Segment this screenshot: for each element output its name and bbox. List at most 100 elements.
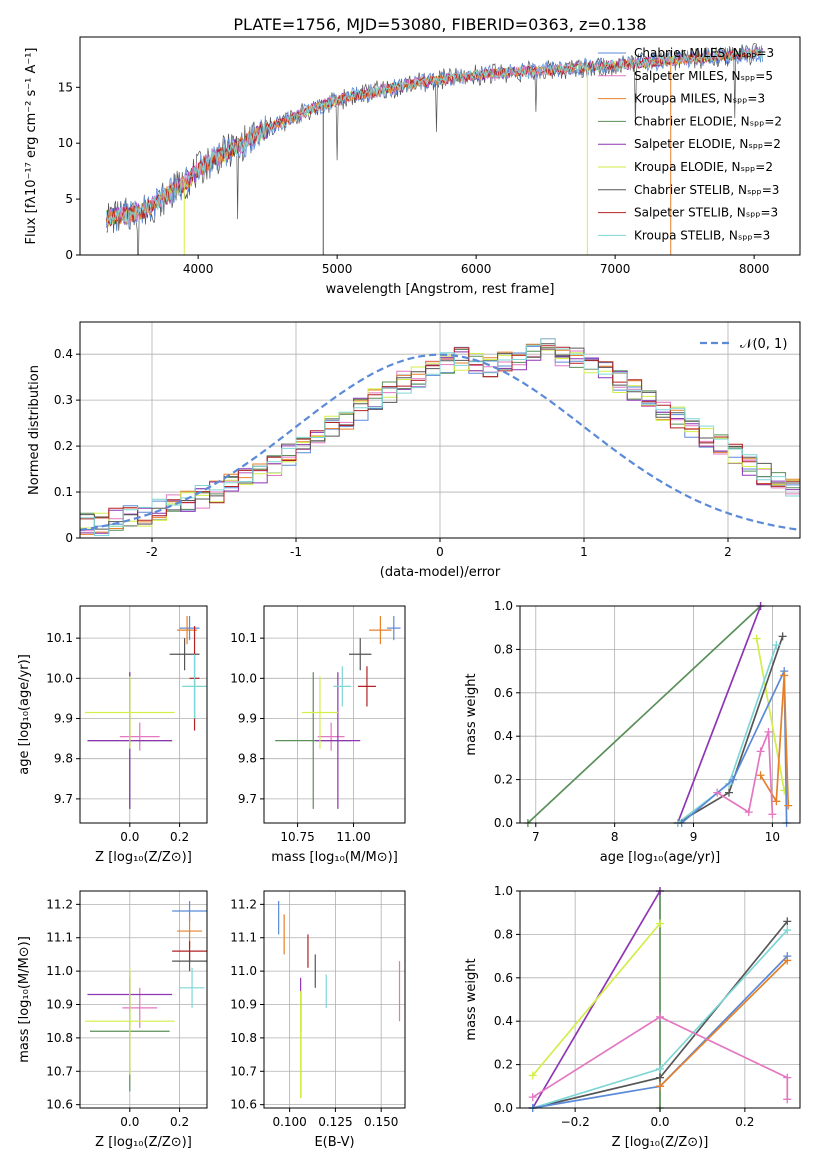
y-tick-label: 9.7 <box>54 792 73 806</box>
legend-label-chabrier_stelib: Chabrier STELIB, Nₛₚₚ=3 <box>634 183 779 197</box>
x-tick-label: 5000 <box>322 262 353 276</box>
weight-marker-chabrier_stelib <box>656 1073 664 1082</box>
axes-age_vs_Z: 0.0 0.2 9.7 9.8 9.9 10.0 10.1 Z [log₁₀(Z/Z⊙)] ag… <box>17 605 208 865</box>
spectrum-legend: Chabrier MILES, Nₛₚₚ=3 Salpeter MILES, Nₛ… <box>598 46 782 242</box>
x-tick-label: 0.2 <box>735 1115 754 1129</box>
x-axis-label: E(B-V) <box>314 1135 354 1150</box>
y-axis-label: mass weight <box>464 958 479 1040</box>
x-tick-label: 0.2 <box>170 1115 189 1129</box>
spectrum-line-salpeter_stelib <box>106 49 763 227</box>
x-axis-label: Z [log₁₀(Z/Z⊙)] <box>95 1135 192 1150</box>
spectrum-line-salpeter_miles <box>106 48 763 228</box>
weight-marker-salpeter_miles <box>744 808 753 817</box>
axes-mass_vs_Z: 0.0 0.2 10.6 10.7 10.8 10.9 11.0 11.1 11.2 Z [log… <box>17 890 208 1150</box>
y-axis-label: mass [log₁₀(M/M⊙)] <box>17 936 32 1063</box>
weight-marker-salpeter_miles <box>656 1012 664 1021</box>
y-tick-label: 0.3 <box>54 393 73 407</box>
figure-title: PLATE=1756, MJD=53080, FIBERID=0363, z=0… <box>233 15 646 34</box>
x-tick-label: 8000 <box>739 262 770 276</box>
hist-step-kroupa_stelib <box>80 338 800 536</box>
axes-weight_vs_age: 7 8 9 10 0.0 0.2 0.4 0.6 0.8 1.0 age [log₁₀(age/yr… <box>464 599 801 865</box>
y-tick-label: 0.6 <box>494 971 513 985</box>
x-tick-label: 0.2 <box>170 830 189 844</box>
axes-frame <box>263 890 406 1109</box>
y-tick-label: 11.1 <box>46 931 73 945</box>
x-axis-label: age [log₁₀(age/yr)] <box>600 850 721 865</box>
y-tick-label: 0.2 <box>494 1058 513 1072</box>
weight-marker-kroupa_miles <box>772 797 781 806</box>
y-tick-label: 0.4 <box>494 729 513 743</box>
weight-marker-kroupa_miles <box>780 671 789 680</box>
weight-line-kroupa_miles <box>659 959 788 1087</box>
axes-weight_vs_Z: −0.2 0.0 0.2 0.0 0.2 0.4 0.6 0.8 1.0 Z [log₁₀(Z/Z… <box>464 884 801 1150</box>
weight-marker-chabrier_stelib <box>725 788 734 797</box>
x-axis-label: Z [log₁₀(Z/Z⊙)] <box>95 850 192 865</box>
y-tick-label: 10.7 <box>230 1064 257 1078</box>
legend-label-salpeter_elodie: Salpeter ELODIE, Nₛₚₚ=2 <box>634 137 781 151</box>
normal-curve <box>79 353 801 531</box>
weight-line-salpeter_miles <box>532 1015 789 1100</box>
y-tick-label: 9.8 <box>238 752 257 766</box>
weight-marker-kroupa_miles <box>783 956 792 965</box>
y-tick-label: 9.9 <box>238 712 257 726</box>
weight-line-salpeter_elodie <box>676 605 762 824</box>
weight-marker-kroupa_elodie <box>528 1071 537 1080</box>
x-tick-label: 2 <box>724 545 732 559</box>
x-tick-label: 7000 <box>600 262 631 276</box>
y-axis-label: Normed distribution <box>27 365 42 495</box>
weight-marker-chabrier_stelib <box>778 632 787 641</box>
y-axis-label: Flux [fλ10⁻¹⁷ erg cm⁻² s⁻¹ A⁻¹] <box>24 48 39 245</box>
legend-label-kroupa_miles: Kroupa MILES, Nₛₚₚ=3 <box>634 92 765 106</box>
x-tick-label: 8 <box>611 830 619 844</box>
axes-mass_vs_EBV: 0.100 0.125 0.150 10.6 10.7 10.8 10.9 11.0 11.1 1… <box>230 890 406 1150</box>
axes-frame <box>79 36 801 256</box>
y-tick-label: 0.8 <box>494 927 513 941</box>
y-tick-label: 0.4 <box>54 347 73 361</box>
axes-frame <box>519 605 801 824</box>
y-tick-label: 0.0 <box>494 816 513 830</box>
y-tick-label: 5 <box>65 192 73 206</box>
y-tick-label: 9.9 <box>54 712 73 726</box>
y-tick-label: 10.6 <box>46 1098 73 1112</box>
x-tick-label: 0.0 <box>120 830 139 844</box>
y-tick-label: 1.0 <box>494 884 513 898</box>
y-tick-label: 0.8 <box>494 642 513 656</box>
legend-label-normal: 𝒩(0, 1) <box>740 337 787 352</box>
x-tick-label: 10.75 <box>280 830 314 844</box>
weight-marker-salpeter_miles <box>764 727 773 736</box>
weight-marker-salpeter_miles <box>756 747 765 756</box>
y-tick-label: 0.2 <box>54 439 73 453</box>
y-tick-label: 15 <box>58 80 73 94</box>
x-tick-label: 0.0 <box>120 1115 139 1129</box>
weight-line-kroupa_elodie <box>532 922 661 1077</box>
weight-marker-kroupa_stelib <box>772 641 781 650</box>
x-tick-label: 6000 <box>461 262 492 276</box>
x-tick-label: 0 <box>436 545 444 559</box>
x-tick-label: -1 <box>290 545 302 559</box>
x-tick-label: 7 <box>532 830 540 844</box>
legend-label-salpeter_stelib: Salpeter STELIB, Nₛₚₚ=3 <box>634 206 778 220</box>
legend-label-chabrier_elodie: Chabrier ELODIE, Nₛₚₚ=2 <box>634 114 782 128</box>
y-tick-label: 10.1 <box>230 631 257 645</box>
y-tick-label: 10.6 <box>230 1098 257 1112</box>
y-tick-label: 11.1 <box>230 931 257 945</box>
y-tick-label: 10.0 <box>230 671 257 685</box>
y-tick-label: 10.0 <box>46 671 73 685</box>
x-axis-label: wavelength [Angstrom, rest frame] <box>326 282 555 297</box>
y-tick-label: 0.0 <box>494 1101 513 1115</box>
weight-marker-chabrier_miles <box>728 775 737 784</box>
x-tick-label: 0.100 <box>272 1115 306 1129</box>
y-tick-label: 10.1 <box>46 631 73 645</box>
x-tick-label: -2 <box>146 545 158 559</box>
y-axis-label: mass weight <box>464 673 479 755</box>
x-axis-label: Z [log₁₀(Z/Z⊙)] <box>612 1135 709 1150</box>
x-tick-label: 11.00 <box>336 830 370 844</box>
y-tick-label: 10 <box>58 136 73 150</box>
y-tick-label: 0.2 <box>494 773 513 787</box>
y-tick-label: 10.8 <box>230 1031 257 1045</box>
x-tick-label: 0.150 <box>364 1115 398 1129</box>
legend-label-kroupa_stelib: Kroupa STELIB, Nₛₚₚ=3 <box>634 228 770 242</box>
x-tick-label: 1 <box>580 545 588 559</box>
axes-age_vs_mass: 10.75 11.00 9.7 9.8 9.9 10.0 10.1 mass [log₁₀(M… <box>230 605 406 865</box>
